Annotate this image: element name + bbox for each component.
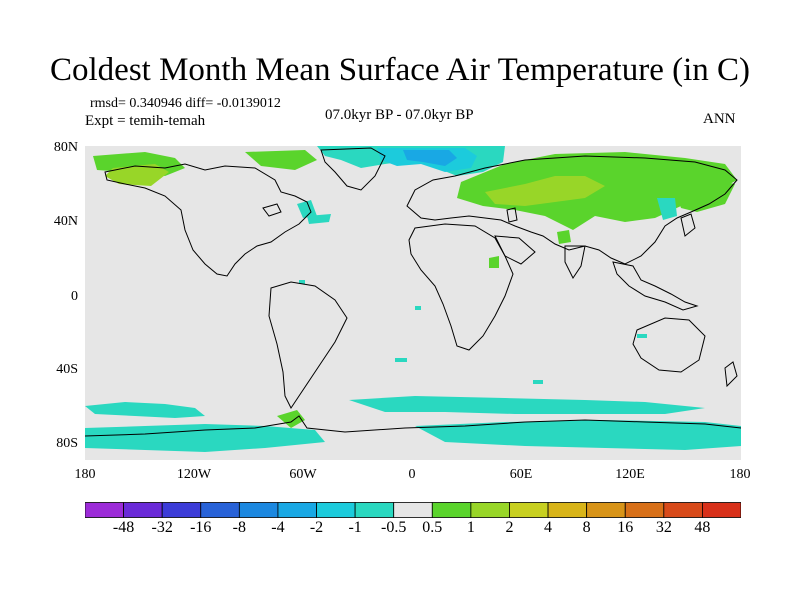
coastline-arabia [494, 235, 536, 265]
lon-label: 180 [729, 467, 751, 482]
colorbar-box [431, 502, 472, 518]
coastline-caspian [506, 207, 518, 223]
colorbar-box [586, 502, 626, 518]
colorbar-label: -32 [151, 519, 173, 536]
lon-label: 0 [408, 467, 416, 482]
colorbar-box [624, 502, 665, 518]
colorbar-label: 32 [655, 519, 672, 536]
lon-label: 60E [509, 467, 533, 482]
period-label: 07.0kyr BP - 07.0kyr BP [325, 107, 474, 123]
coastline-antarctica [84, 415, 742, 437]
colorbar-label: 4 [544, 519, 553, 536]
colorbar-label: 8 [582, 519, 591, 536]
colorbar-label: -48 [112, 519, 135, 536]
world-map [84, 146, 742, 460]
colorbar-label: -4 [271, 519, 285, 536]
colorbar-label: 0.5 [422, 519, 443, 536]
anomaly-region-north-canada [245, 150, 317, 170]
coastline-africa [408, 223, 514, 351]
colorbar-box [200, 502, 240, 518]
coastline-great-lakes [262, 203, 282, 217]
coastline-new-zealand [724, 361, 738, 388]
lon-label: 120W [176, 467, 212, 482]
anomaly-region-alaska-yg [105, 164, 169, 186]
colorbar-label: 16 [617, 519, 634, 536]
anomaly-speck [637, 334, 647, 338]
coastline-south-america [268, 281, 348, 409]
colorbar-label: -8 [232, 519, 246, 536]
colorbar-label: -1 [348, 519, 362, 536]
colorbar-box [509, 502, 549, 518]
anomaly-region-antarctic-east [415, 420, 741, 450]
anomaly-region-eurasia-yg [485, 176, 605, 206]
anomaly-region-antarctic-west [85, 424, 325, 452]
colorbar-box [393, 502, 433, 518]
colorbar-box [702, 502, 741, 518]
anomaly-region-atlantic-cyan [307, 214, 331, 224]
coastline-eurasia [406, 155, 738, 265]
coastline-japan [680, 213, 696, 237]
map-title: Coldest Month Mean Surface Air Temperatu… [50, 52, 750, 88]
colorbar-label: -0.5 [381, 519, 407, 536]
lat-label: 80N [53, 140, 78, 155]
colorbar-label: -16 [190, 519, 212, 536]
colorbar-box [238, 502, 279, 518]
anomaly-region-kamchatka-cyan [657, 198, 677, 220]
colorbar-box [354, 502, 395, 518]
colorbar-box [316, 502, 356, 518]
colorbar-label: 48 [694, 519, 711, 536]
anomaly-region-india [557, 230, 571, 244]
coastline-southeast-asia [612, 261, 699, 311]
colorbar-box [123, 502, 163, 518]
coastline-greenland [320, 147, 386, 191]
lat-label: 40S [56, 362, 78, 377]
season-label: ANN [703, 111, 736, 127]
colorbar-label: -2 [309, 519, 324, 536]
lon-label: 120E [615, 467, 645, 482]
anomaly-fill [85, 146, 741, 452]
colorbar-box [663, 502, 703, 518]
experiment-label: Expt = temih-temah [85, 113, 206, 129]
stats-label: rmsd= 0.340946 diff= -0.0139012 [90, 96, 281, 111]
coastline-india [564, 245, 586, 279]
colorbar-box [85, 502, 124, 518]
coastline-north-america [104, 163, 312, 277]
anomaly-speck [533, 380, 543, 384]
coastlines [84, 147, 742, 437]
coastline-australia [632, 317, 706, 373]
lat-label: 0 [71, 289, 78, 304]
colorbar-box [161, 502, 202, 518]
colorbar-label: 1 [466, 519, 475, 536]
anomaly-speck [395, 358, 407, 362]
anomaly-speck [415, 306, 421, 310]
lon-label: 60W [289, 467, 317, 482]
colorbar [85, 502, 741, 518]
anomaly-region-southern-ocean-west [85, 402, 205, 418]
anomaly-speck [299, 280, 305, 284]
colorbar-box [547, 502, 588, 518]
colorbar-box [470, 502, 510, 518]
map-canvas [84, 146, 742, 460]
lon-label: 180 [74, 467, 96, 482]
anomaly-region-peninsula-green [277, 410, 305, 428]
anomaly-region-east-asia [675, 180, 735, 212]
anomaly-region-hudson-cyan [297, 200, 317, 218]
colorbar-box [277, 502, 317, 518]
lat-label: 40N [53, 214, 78, 229]
lat-label: 80S [56, 436, 78, 451]
anomaly-region-arctic-deepblue [403, 150, 457, 166]
colorbar-label: 2 [505, 519, 514, 536]
anomaly-region-southern-ocean-east [349, 396, 705, 414]
anomaly-region-arabia [489, 256, 499, 268]
